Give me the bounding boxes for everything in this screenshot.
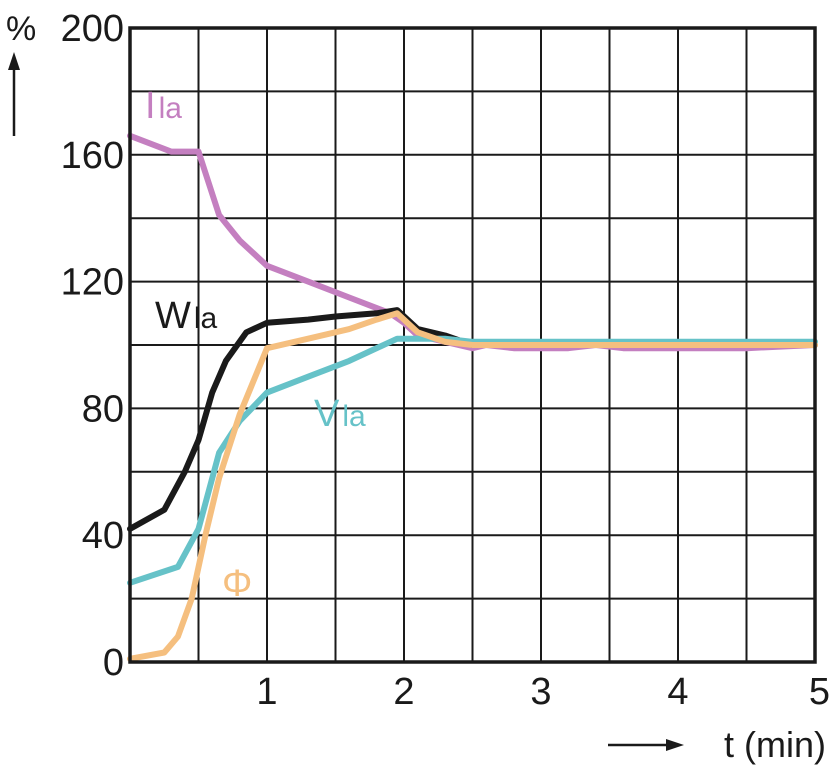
x-tick-label: 3	[530, 671, 551, 713]
y-tick-label: 160	[61, 135, 124, 177]
y-tick-label: 0	[103, 642, 124, 684]
x-axis-label-group: t (min)	[608, 724, 826, 765]
series-line-Vla	[127, 335, 818, 586]
x-tick-label: 5	[809, 671, 830, 713]
x-tick-label: 2	[393, 671, 414, 713]
y-axis-label: %	[6, 10, 36, 48]
x-axis-label: t (min)	[724, 724, 826, 765]
y-tick-label: 200	[61, 8, 124, 50]
x-tick-labels: 1 2 3 4 5	[256, 671, 830, 713]
y-tick-labels: 0 40 80 120 160 200	[61, 8, 124, 684]
y-axis-label-group: %	[6, 10, 36, 136]
y-tick-label: 120	[61, 262, 124, 304]
plot-frame	[128, 26, 817, 664]
up-arrow-icon	[8, 52, 20, 136]
series-layer	[127, 132, 818, 662]
x-tick-label: 1	[256, 671, 277, 713]
series-line-Φ	[127, 310, 818, 662]
y-tick-label: 40	[82, 515, 124, 557]
y-tick-label: 80	[82, 388, 124, 430]
x-tick-label: 4	[667, 671, 688, 713]
series-label-Φ: Φ	[222, 563, 252, 605]
right-arrow-icon	[608, 739, 684, 751]
